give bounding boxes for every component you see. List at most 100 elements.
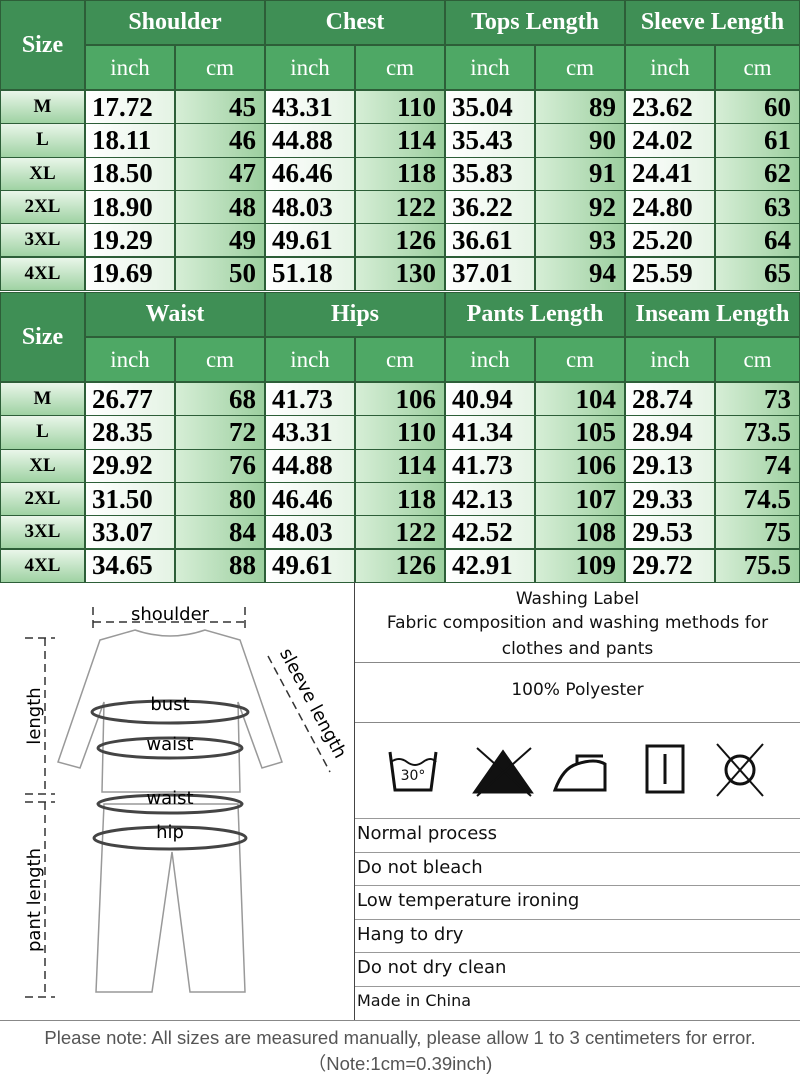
value-cell: 41.73 xyxy=(445,448,535,483)
rule xyxy=(355,885,800,887)
group-header: Sleeve Length xyxy=(625,0,800,45)
value-cell: 46 xyxy=(175,123,265,158)
unit-header: cm xyxy=(355,45,445,90)
value-cell: 46.46 xyxy=(265,156,355,191)
value-cell: 130 xyxy=(355,256,445,291)
value-cell: 36.61 xyxy=(445,223,535,258)
value-cell: 28.94 xyxy=(625,415,715,450)
care-item: Normal process xyxy=(357,823,498,844)
value-cell: 41.73 xyxy=(265,382,355,417)
value-cell: 49 xyxy=(175,223,265,258)
value-cell: 23.62 xyxy=(625,90,715,125)
size-cell: 2XL xyxy=(0,189,85,225)
value-cell: 64 xyxy=(715,223,800,258)
size-cell: XL xyxy=(0,448,85,483)
value-cell: 63 xyxy=(715,189,800,225)
value-cell: 19.29 xyxy=(85,223,175,258)
value-cell: 88 xyxy=(175,548,265,583)
value-cell: 122 xyxy=(355,515,445,550)
value-cell: 24.80 xyxy=(625,189,715,225)
value-cell: 126 xyxy=(355,548,445,583)
unit-header: inch xyxy=(265,337,355,382)
label-waist: waist xyxy=(146,788,193,809)
group-header: Shoulder xyxy=(85,0,265,45)
value-cell: 29.33 xyxy=(625,481,715,517)
value-cell: 61 xyxy=(715,123,800,158)
value-cell: 122 xyxy=(355,189,445,225)
wash-title: Washing Label xyxy=(515,589,640,609)
garment-outline xyxy=(57,629,283,993)
value-cell: 76 xyxy=(175,448,265,483)
value-cell: 29.92 xyxy=(85,448,175,483)
value-cell: 107 xyxy=(535,481,625,517)
value-cell: 92 xyxy=(535,189,625,225)
divider xyxy=(354,582,355,1020)
value-cell: 25.20 xyxy=(625,223,715,258)
value-cell: 48.03 xyxy=(265,189,355,225)
value-cell: 109 xyxy=(535,548,625,583)
unit-header: inch xyxy=(625,337,715,382)
value-cell: 106 xyxy=(535,448,625,483)
value-cell: 49.61 xyxy=(265,223,355,258)
value-cell: 18.11 xyxy=(85,123,175,158)
value-cell: 104 xyxy=(535,382,625,417)
value-cell: 75.5 xyxy=(715,548,800,583)
value-cell: 47 xyxy=(175,156,265,191)
value-cell: 90 xyxy=(535,123,625,158)
value-cell: 93 xyxy=(535,223,625,258)
group-header: Chest xyxy=(265,0,445,45)
value-cell: 42.52 xyxy=(445,515,535,550)
value-cell: 40.94 xyxy=(445,382,535,417)
value-cell: 34.65 xyxy=(85,548,175,583)
value-cell: 48 xyxy=(175,189,265,225)
group-header: Waist xyxy=(85,292,265,337)
value-cell: 29.53 xyxy=(625,515,715,550)
value-cell: 18.90 xyxy=(85,189,175,225)
unit-header: inch xyxy=(265,45,355,90)
label-pant-length: pant length xyxy=(24,848,45,952)
value-cell: 75 xyxy=(715,515,800,550)
value-cell: 106 xyxy=(355,382,445,417)
rule xyxy=(355,722,800,723)
value-cell: 62 xyxy=(715,156,800,191)
size-cell: L xyxy=(0,415,85,450)
value-cell: 18.50 xyxy=(85,156,175,191)
care-item: Do not dry clean xyxy=(357,957,507,979)
group-header: Inseam Length xyxy=(625,292,800,337)
value-cell: 45 xyxy=(175,90,265,125)
value-cell: 73.5 xyxy=(715,415,800,450)
value-cell: 35.83 xyxy=(445,156,535,191)
size-cell: 4XL xyxy=(0,256,85,291)
size-cell: L xyxy=(0,123,85,158)
label-hip: hip xyxy=(156,822,184,843)
rule xyxy=(355,986,800,987)
unit-header: cm xyxy=(535,337,625,382)
rule xyxy=(0,1020,800,1021)
value-cell: 42.13 xyxy=(445,481,535,517)
value-cell: 74 xyxy=(715,448,800,483)
value-cell: 26.77 xyxy=(85,382,175,417)
rule xyxy=(355,851,800,853)
value-cell: 24.41 xyxy=(625,156,715,191)
size-header: Size xyxy=(0,0,85,90)
unit-header: cm xyxy=(175,337,265,382)
value-cell: 94 xyxy=(535,256,625,291)
value-cell: 42.91 xyxy=(445,548,535,583)
size-cell: 3XL xyxy=(0,223,85,258)
group-header: Tops Length xyxy=(445,0,625,45)
value-cell: 80 xyxy=(175,481,265,517)
care-item: Low temperature ironing xyxy=(357,890,580,912)
unit-header: inch xyxy=(625,45,715,90)
unit-header: cm xyxy=(715,45,800,90)
value-cell: 43.31 xyxy=(265,90,355,125)
value-cell: 28.74 xyxy=(625,382,715,417)
value-cell: 110 xyxy=(355,90,445,125)
care-icons: 30° xyxy=(388,743,764,797)
value-cell: 33.07 xyxy=(85,515,175,550)
size-cell: 4XL xyxy=(0,548,85,583)
value-cell: 126 xyxy=(355,223,445,258)
value-cell: 35.04 xyxy=(445,90,535,125)
value-cell: 74.5 xyxy=(715,481,800,517)
unit-header: inch xyxy=(445,45,535,90)
